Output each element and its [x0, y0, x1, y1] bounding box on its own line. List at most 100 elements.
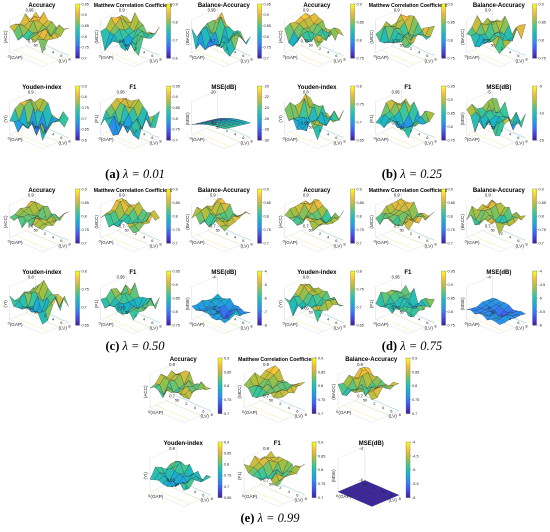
colorbar-segment: [166, 240, 171, 244]
colorbar-segment: [257, 307, 262, 310]
colorbar-segment: [532, 309, 537, 312]
colorbar-segment: [441, 135, 446, 139]
colorbar-segment: [257, 22, 262, 25]
surface-patch: [516, 112, 526, 128]
y-tick: 0: [465, 239, 468, 244]
x-axis-label: (LV): [150, 140, 159, 145]
colorbar-segment: [166, 320, 171, 324]
caption-letter: (c): [106, 339, 123, 353]
colorbar-segment: [218, 465, 223, 468]
z-tick: 0.75: [392, 39, 401, 44]
colorbar-segment: [350, 286, 355, 290]
x-tick: 0: [36, 310, 39, 315]
colorbar-segment: [257, 99, 262, 103]
colorbar-segment: [532, 282, 537, 285]
colorbar-segment: [350, 313, 355, 317]
colorbar-segment: [350, 238, 355, 242]
y-tick: 0: [99, 239, 102, 244]
colorbar-segment: [350, 277, 355, 281]
y-axis-label: (GAP): [101, 240, 114, 245]
colorbar-segment: [532, 295, 537, 299]
colorbar-segment: [312, 467, 317, 471]
colorbar-segment: [441, 271, 446, 274]
floor-contour: [196, 50, 230, 66]
x-tick: 4: [327, 132, 330, 137]
subplot-b-3: Balance-Accuracy0.90.75(BACC)02468(LV)50…: [460, 2, 546, 67]
z-tick: 0.95: [26, 8, 35, 13]
y-axis-label: (GAP): [285, 137, 298, 142]
surface-patch: [515, 311, 526, 316]
colorbar-segment: [75, 195, 80, 199]
colorbar-segment: [312, 401, 317, 405]
colorbar-tick: -22: [264, 95, 270, 99]
colorbar-segment: [350, 218, 355, 221]
colorbar-tick: 0.7: [448, 242, 453, 246]
x-tick: 4: [52, 132, 55, 137]
axis-edge: [191, 193, 218, 205]
colorbar-segment: [75, 282, 80, 285]
floor-contour: [260, 400, 295, 416]
subplot-title: Matthew Correlation Coefficient: [238, 357, 316, 363]
x-tick: 0: [493, 228, 496, 233]
colorbar-segment: [441, 124, 446, 127]
surface-patch: [150, 26, 160, 35]
x-axis-label: (LV): [150, 58, 159, 63]
colorbar-segment: [257, 117, 262, 121]
subplot-title: F1: [404, 85, 412, 91]
colorbar-segment: [350, 209, 355, 212]
colorbar-segment: [350, 273, 355, 276]
subplot-title: Accuracy: [303, 3, 331, 9]
x-tick: 2: [373, 401, 376, 406]
colorbar-segment: [257, 115, 262, 118]
colorbar-segment: [257, 40, 262, 43]
z-axis-label: (MCC): [94, 215, 99, 229]
z-tick: 0.95: [117, 90, 126, 95]
colorbar-segment: [441, 238, 446, 242]
colorbar-segment: [257, 193, 262, 197]
x-tick: 2: [501, 128, 504, 133]
colorbar-segment: [350, 119, 355, 123]
colorbar-segment: [257, 106, 262, 109]
colorbar-segment: [406, 485, 411, 489]
colorbar-segment: [350, 6, 355, 9]
y-tick: 5: [309, 43, 312, 48]
colorbar-segment: [312, 469, 317, 473]
colorbar-segment: [350, 122, 355, 125]
colorbar-segment: [532, 13, 537, 16]
x-tick: 4: [382, 489, 385, 494]
y-tick: 0: [465, 136, 468, 141]
floor-contour: [25, 230, 59, 245]
colorbar-segment: [532, 202, 537, 206]
colorbar-segment: [532, 40, 537, 43]
colorbar-segment: [166, 209, 171, 212]
colorbar-tick: 0.95: [82, 2, 89, 6]
x-tick: 4: [509, 50, 512, 55]
colorbar-segment: [257, 108, 262, 112]
x-tick: 8: [159, 139, 162, 144]
colorbar-segment: [532, 95, 537, 98]
colorbar-segment: [350, 191, 355, 194]
colorbar-segment: [532, 236, 537, 239]
subplot-title: Accuracy: [28, 188, 56, 194]
colorbar-segment: [218, 406, 223, 410]
colorbar-segment: [350, 291, 355, 294]
floor-contour: [116, 126, 150, 142]
colorbar-segment: [257, 191, 262, 194]
surface-patch: [265, 451, 276, 459]
y-axis-label: (GAP): [244, 494, 257, 499]
colorbar-segment: [532, 209, 537, 212]
colorbar-tick: 0.9: [173, 95, 178, 99]
x-axis-label: (LV): [294, 498, 303, 503]
x-tick: 6: [60, 53, 63, 58]
colorbar-segment: [166, 131, 171, 134]
colorbar-segment: [166, 35, 171, 39]
colorbar-segment: [350, 97, 355, 100]
colorbar-segment: [350, 302, 355, 306]
x-tick: 6: [390, 492, 393, 497]
floor-contour: [289, 131, 323, 147]
colorbar-segment: [257, 51, 262, 54]
colorbar-segment: [218, 367, 223, 370]
colorbar-segment: [166, 204, 171, 208]
colorbar-frame: [75, 270, 80, 326]
colorbar-segment: [350, 4, 355, 7]
